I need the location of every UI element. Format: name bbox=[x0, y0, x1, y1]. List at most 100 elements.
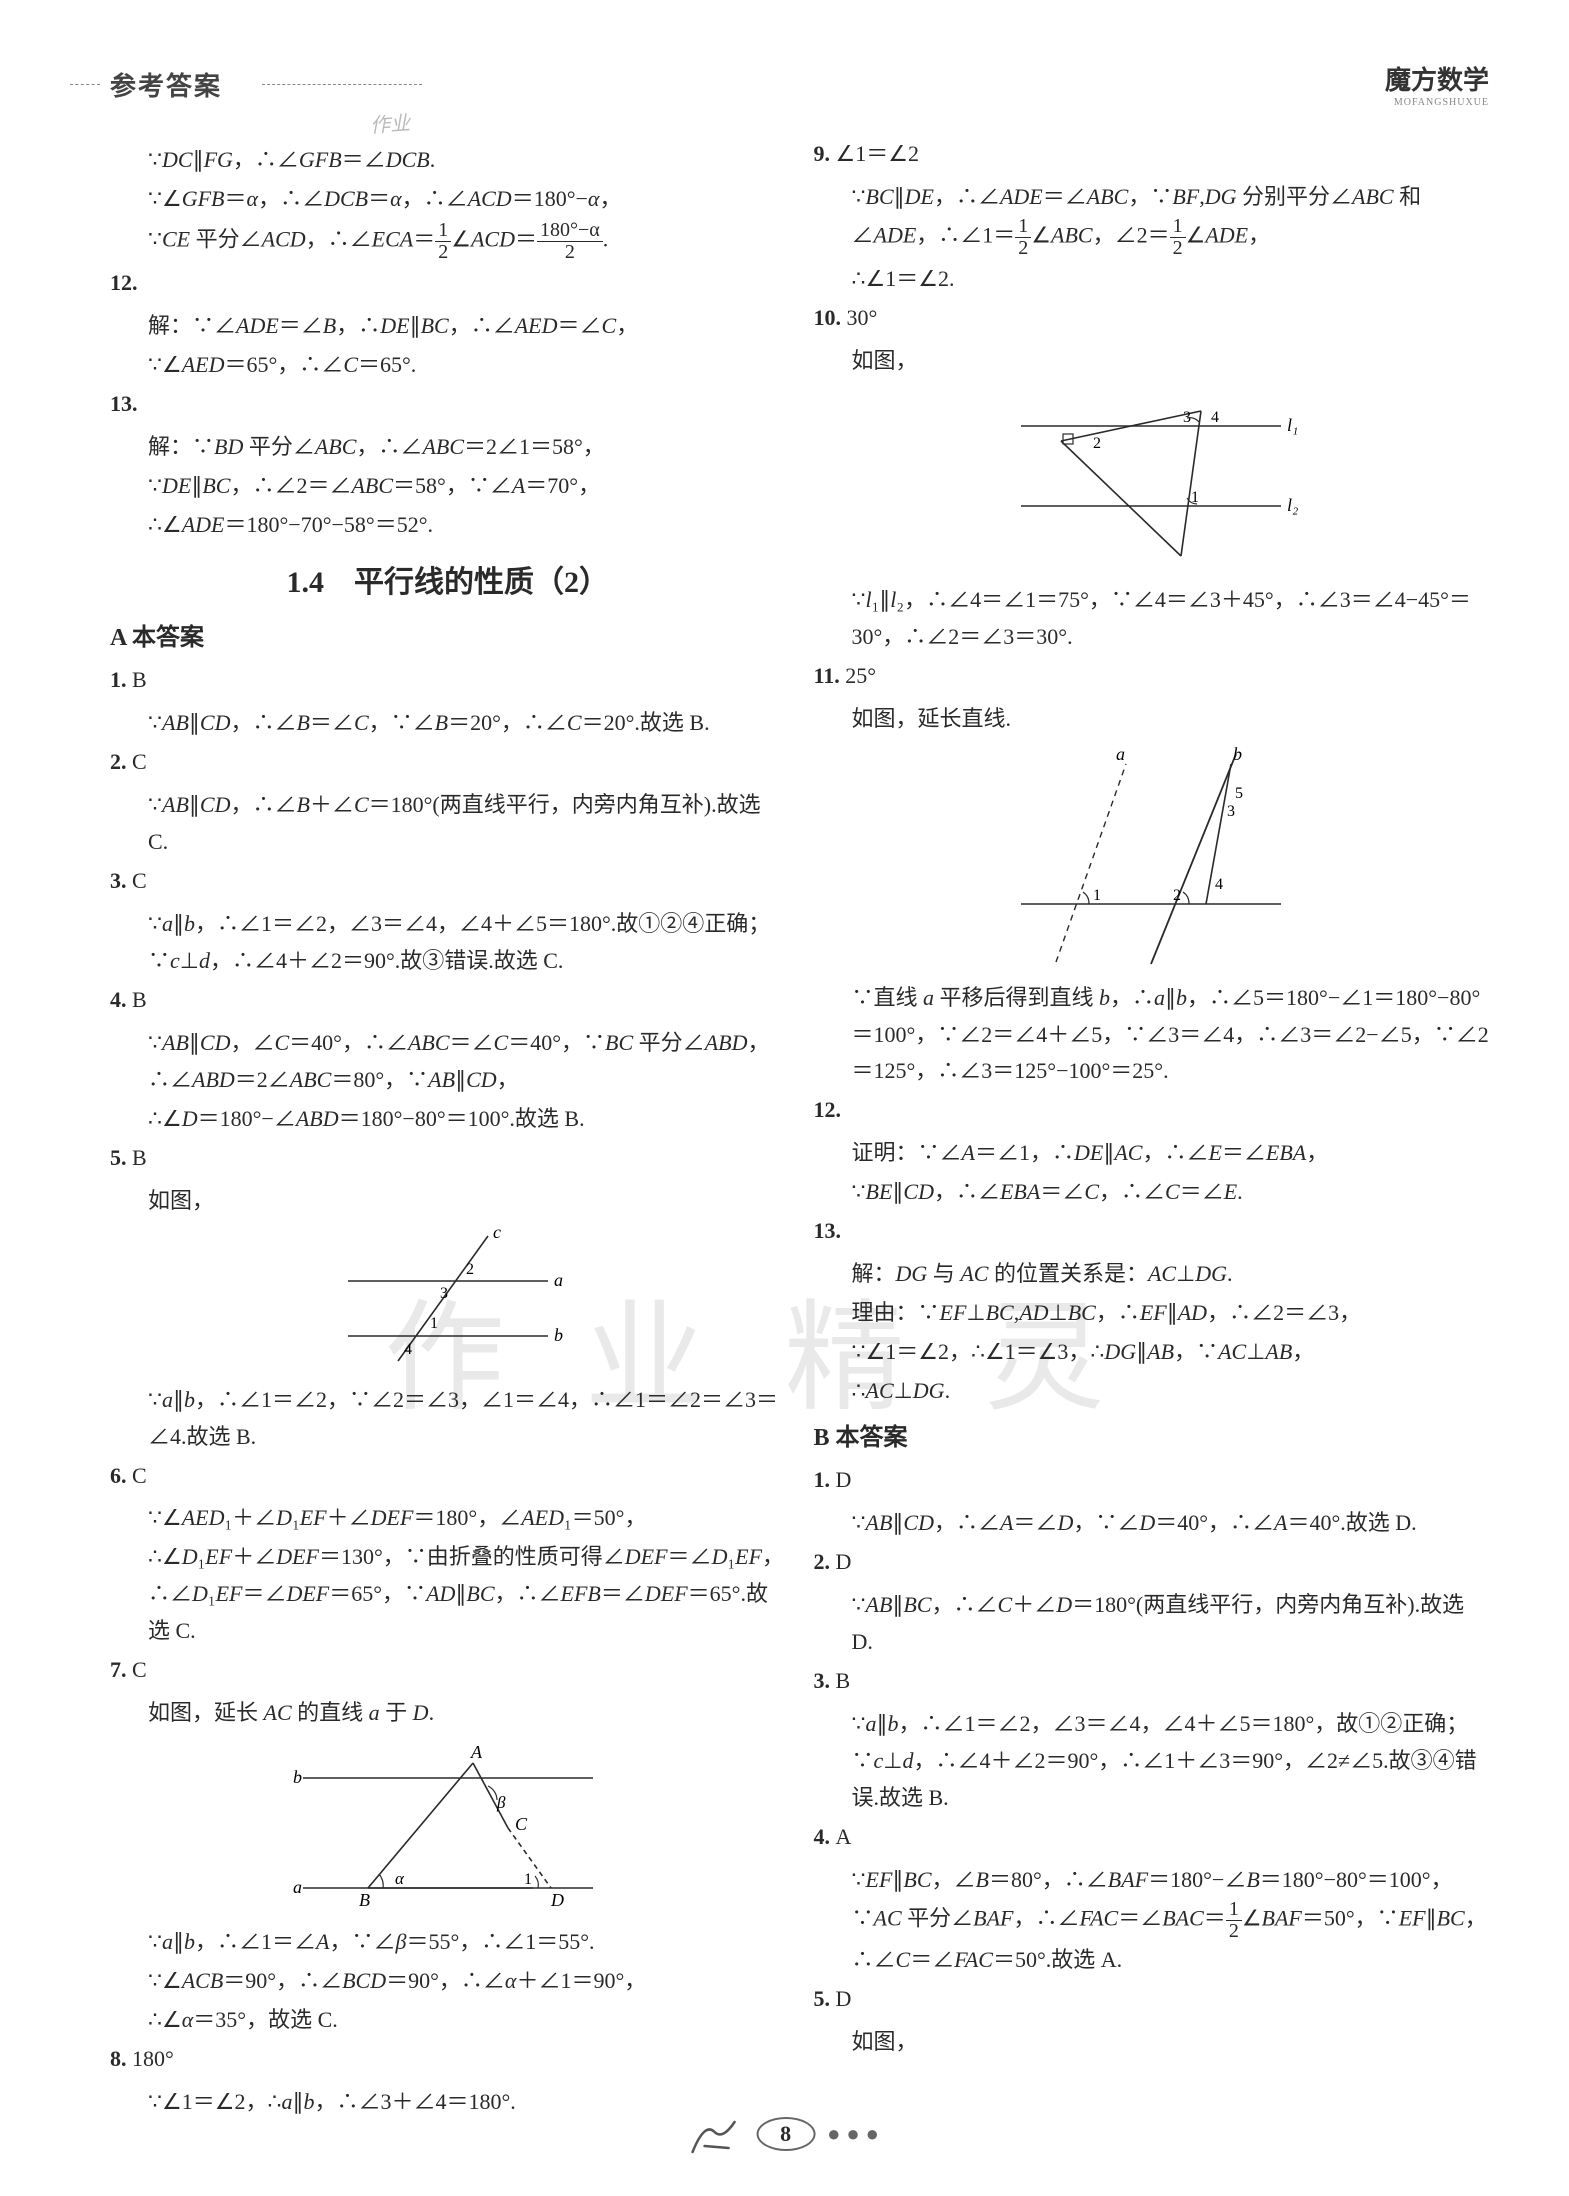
section-a-label: A 本答案 bbox=[110, 618, 786, 658]
header-right: 魔方数学 bbox=[1385, 60, 1489, 97]
q-explanation: 如图， bbox=[814, 343, 1490, 380]
q-number: 5. bbox=[814, 1986, 836, 2011]
question-item: 2. D bbox=[814, 1544, 1490, 1581]
q-answer: B bbox=[132, 1145, 147, 1170]
q-answer: C bbox=[132, 1657, 147, 1682]
svg-text:4: 4 bbox=[1215, 876, 1223, 893]
q-explanation: ∵AB∥CD，∴∠B＝∠C，∵∠B＝20°，∴∠C＝20°.故选 B. bbox=[110, 705, 786, 742]
q-answer: D bbox=[836, 1467, 852, 1492]
question-item: 4. A bbox=[814, 1819, 1490, 1856]
q-number: 2. bbox=[110, 749, 132, 774]
question-item: 5. D bbox=[814, 1981, 1490, 2018]
figure-5: c a b 2 3 1 4 bbox=[318, 1226, 578, 1376]
svg-text:2: 2 bbox=[1173, 887, 1181, 904]
q-answer: 180° bbox=[132, 2046, 174, 2071]
q-number: 9. bbox=[814, 141, 836, 166]
svg-text:b: b bbox=[293, 1767, 302, 1787]
question-item: 5. B bbox=[110, 1140, 786, 1177]
svg-text:D: D bbox=[550, 1890, 564, 1910]
q-explanation: 证明：∵∠A＝∠1，∴DE∥AC，∴∠E＝∠EBA，∵BE∥CD，∴∠EBA＝∠… bbox=[814, 1135, 1490, 1211]
q-explanation: ∵AB∥BC，∴∠C＋∠D＝180°(两直线平行，内旁内角互补).故选 D. bbox=[814, 1587, 1490, 1661]
q-answer: B bbox=[132, 667, 147, 692]
svg-text:1: 1 bbox=[1093, 887, 1101, 904]
figure-7: A B C D b a α β 1 bbox=[283, 1738, 613, 1918]
figure-10: l₁ l₂ 2 3 4 1 bbox=[991, 386, 1311, 576]
question-item: 10. 30° bbox=[814, 300, 1490, 337]
svg-text:l₁: l₁ bbox=[1287, 415, 1298, 435]
svg-text:B: B bbox=[359, 1890, 370, 1910]
q-explanation: ∵a∥b，∴∠1＝∠2，∵∠2＝∠3，∠1＝∠4，∴∠1＝∠2＝∠3＝∠4.故选… bbox=[110, 1382, 786, 1456]
q-number: 10. bbox=[814, 305, 847, 330]
watermark-top: 作业 bbox=[369, 107, 411, 139]
q-explanation: ∵∠1＝∠2，∴a∥b，∴∠3＋∠4＝180°. bbox=[110, 2084, 786, 2121]
question-item: 3. C bbox=[110, 863, 786, 900]
q-answer: B bbox=[836, 1668, 851, 1693]
section-b-label: B 本答案 bbox=[814, 1418, 1490, 1458]
right-column: 9. ∠1＝∠2∵BC∥DE，∴∠ADE＝∠ABC，∵BF,DG 分别平分∠AB… bbox=[814, 136, 1490, 2123]
q-number: 4. bbox=[110, 987, 132, 1012]
q-number: 11. bbox=[814, 663, 846, 688]
q-answer: B bbox=[132, 987, 147, 1012]
svg-text:4: 4 bbox=[404, 1341, 412, 1358]
svg-text:l₂: l₂ bbox=[1287, 495, 1298, 515]
header-right-sub: MOFANGSHUXUE bbox=[1385, 97, 1489, 108]
question-item: 12. bbox=[110, 265, 786, 302]
svg-text:5: 5 bbox=[1235, 785, 1243, 802]
svg-text:a: a bbox=[293, 1877, 302, 1897]
question-item: 1. B bbox=[110, 662, 786, 699]
q-explanation: 如图，延长 AC 的直线 a 于 D. bbox=[110, 1695, 786, 1732]
q-number: 7. bbox=[110, 1657, 132, 1682]
question-item: 13. bbox=[110, 386, 786, 423]
question-item: 7. C bbox=[110, 1652, 786, 1689]
q-explanation: 解：∵BD 平分∠ABC，∴∠ABC＝2∠1＝58°，∵DE∥BC，∴∠2＝∠A… bbox=[110, 429, 786, 544]
q-explanation: ∵DC∥FG，∴∠GFB＝∠DCB.∵∠GFB＝α，∴∠DCB＝α，∴∠ACD＝… bbox=[110, 142, 786, 263]
q-explanation: ∵a∥b，∴∠1＝∠A，∵∠β＝55°，∴∠1＝55°.∵∠ACB＝90°，∴∠… bbox=[110, 1924, 786, 2039]
svg-text:2: 2 bbox=[466, 1261, 474, 1278]
header-left: 参考答案 bbox=[110, 66, 222, 103]
svg-text:a: a bbox=[1116, 744, 1125, 764]
question-item: 1. D bbox=[814, 1462, 1490, 1499]
question-item: 12. bbox=[814, 1092, 1490, 1129]
q-answer: 30° bbox=[847, 305, 878, 330]
svg-text:C: C bbox=[515, 1814, 528, 1834]
question-item: 13. bbox=[814, 1213, 1490, 1250]
q-explanation: ∵AB∥CD，∴∠A＝∠D，∵∠D＝40°，∴∠A＝40°.故选 D. bbox=[814, 1505, 1490, 1542]
page-header: 参考答案 魔方数学 MOFANGSHUXUE 作业 bbox=[110, 60, 1489, 108]
svg-text:A: A bbox=[470, 1742, 483, 1762]
q-answer: C bbox=[132, 868, 147, 893]
q-number: 8. bbox=[110, 2046, 132, 2071]
q-explanation: ∵AB∥CD，∴∠B＋∠C＝180°(两直线平行，内旁内角互补).故选 C. bbox=[110, 787, 786, 861]
q-explanation: 如图，延长直线. bbox=[814, 701, 1490, 738]
question-item: 8. 180° bbox=[110, 2041, 786, 2078]
q-number: 13. bbox=[110, 391, 138, 416]
q-explanation: 解：∵∠ADE＝∠B，∴DE∥BC，∴∠AED＝∠C，∵∠AED＝65°，∴∠C… bbox=[110, 308, 786, 384]
q-number: 3. bbox=[110, 868, 132, 893]
svg-text:3: 3 bbox=[1227, 803, 1235, 820]
figure-11: a b 1 2 4 3 5 bbox=[1001, 744, 1301, 974]
question-item: 2. C bbox=[110, 744, 786, 781]
content-columns: ∵DC∥FG，∴∠GFB＝∠DCB.∵∠GFB＝α，∴∠DCB＝α，∴∠ACD＝… bbox=[110, 136, 1489, 2123]
svg-text:α: α bbox=[395, 1869, 405, 1888]
q-number: 3. bbox=[814, 1668, 836, 1693]
q-answer: 25° bbox=[845, 663, 876, 688]
q-answer: A bbox=[836, 1824, 852, 1849]
q-explanation: ∵AB∥CD，∠C＝40°，∴∠ABC＝∠C＝40°，∵BC 平分∠ABD，∴∠… bbox=[110, 1025, 786, 1138]
q-number: 1. bbox=[110, 667, 132, 692]
q-answer: C bbox=[132, 749, 147, 774]
q-number: 2. bbox=[814, 1549, 836, 1574]
svg-text:2: 2 bbox=[1093, 435, 1101, 452]
section-title: 1.4 平行线的性质（2） bbox=[110, 558, 786, 608]
footer-dots-icon: ●●● bbox=[827, 2121, 885, 2147]
q-explanation: 如图， bbox=[814, 2024, 1490, 2061]
svg-text:4: 4 bbox=[1211, 409, 1219, 426]
q-explanation: ∵EF∥BC，∠B＝80°，∴∠BAF＝180°−∠B＝180°−80°＝100… bbox=[814, 1862, 1490, 1979]
svg-text:b: b bbox=[554, 1325, 563, 1345]
q-number: 1. bbox=[814, 1467, 836, 1492]
q-answer: C bbox=[132, 1463, 147, 1488]
q-number: 6. bbox=[110, 1463, 132, 1488]
q-number: 5. bbox=[110, 1145, 132, 1170]
svg-text:1: 1 bbox=[430, 1315, 438, 1332]
q-answer: D bbox=[836, 1986, 852, 2011]
svg-text:3: 3 bbox=[440, 1285, 448, 1302]
svg-text:1: 1 bbox=[524, 1871, 532, 1888]
